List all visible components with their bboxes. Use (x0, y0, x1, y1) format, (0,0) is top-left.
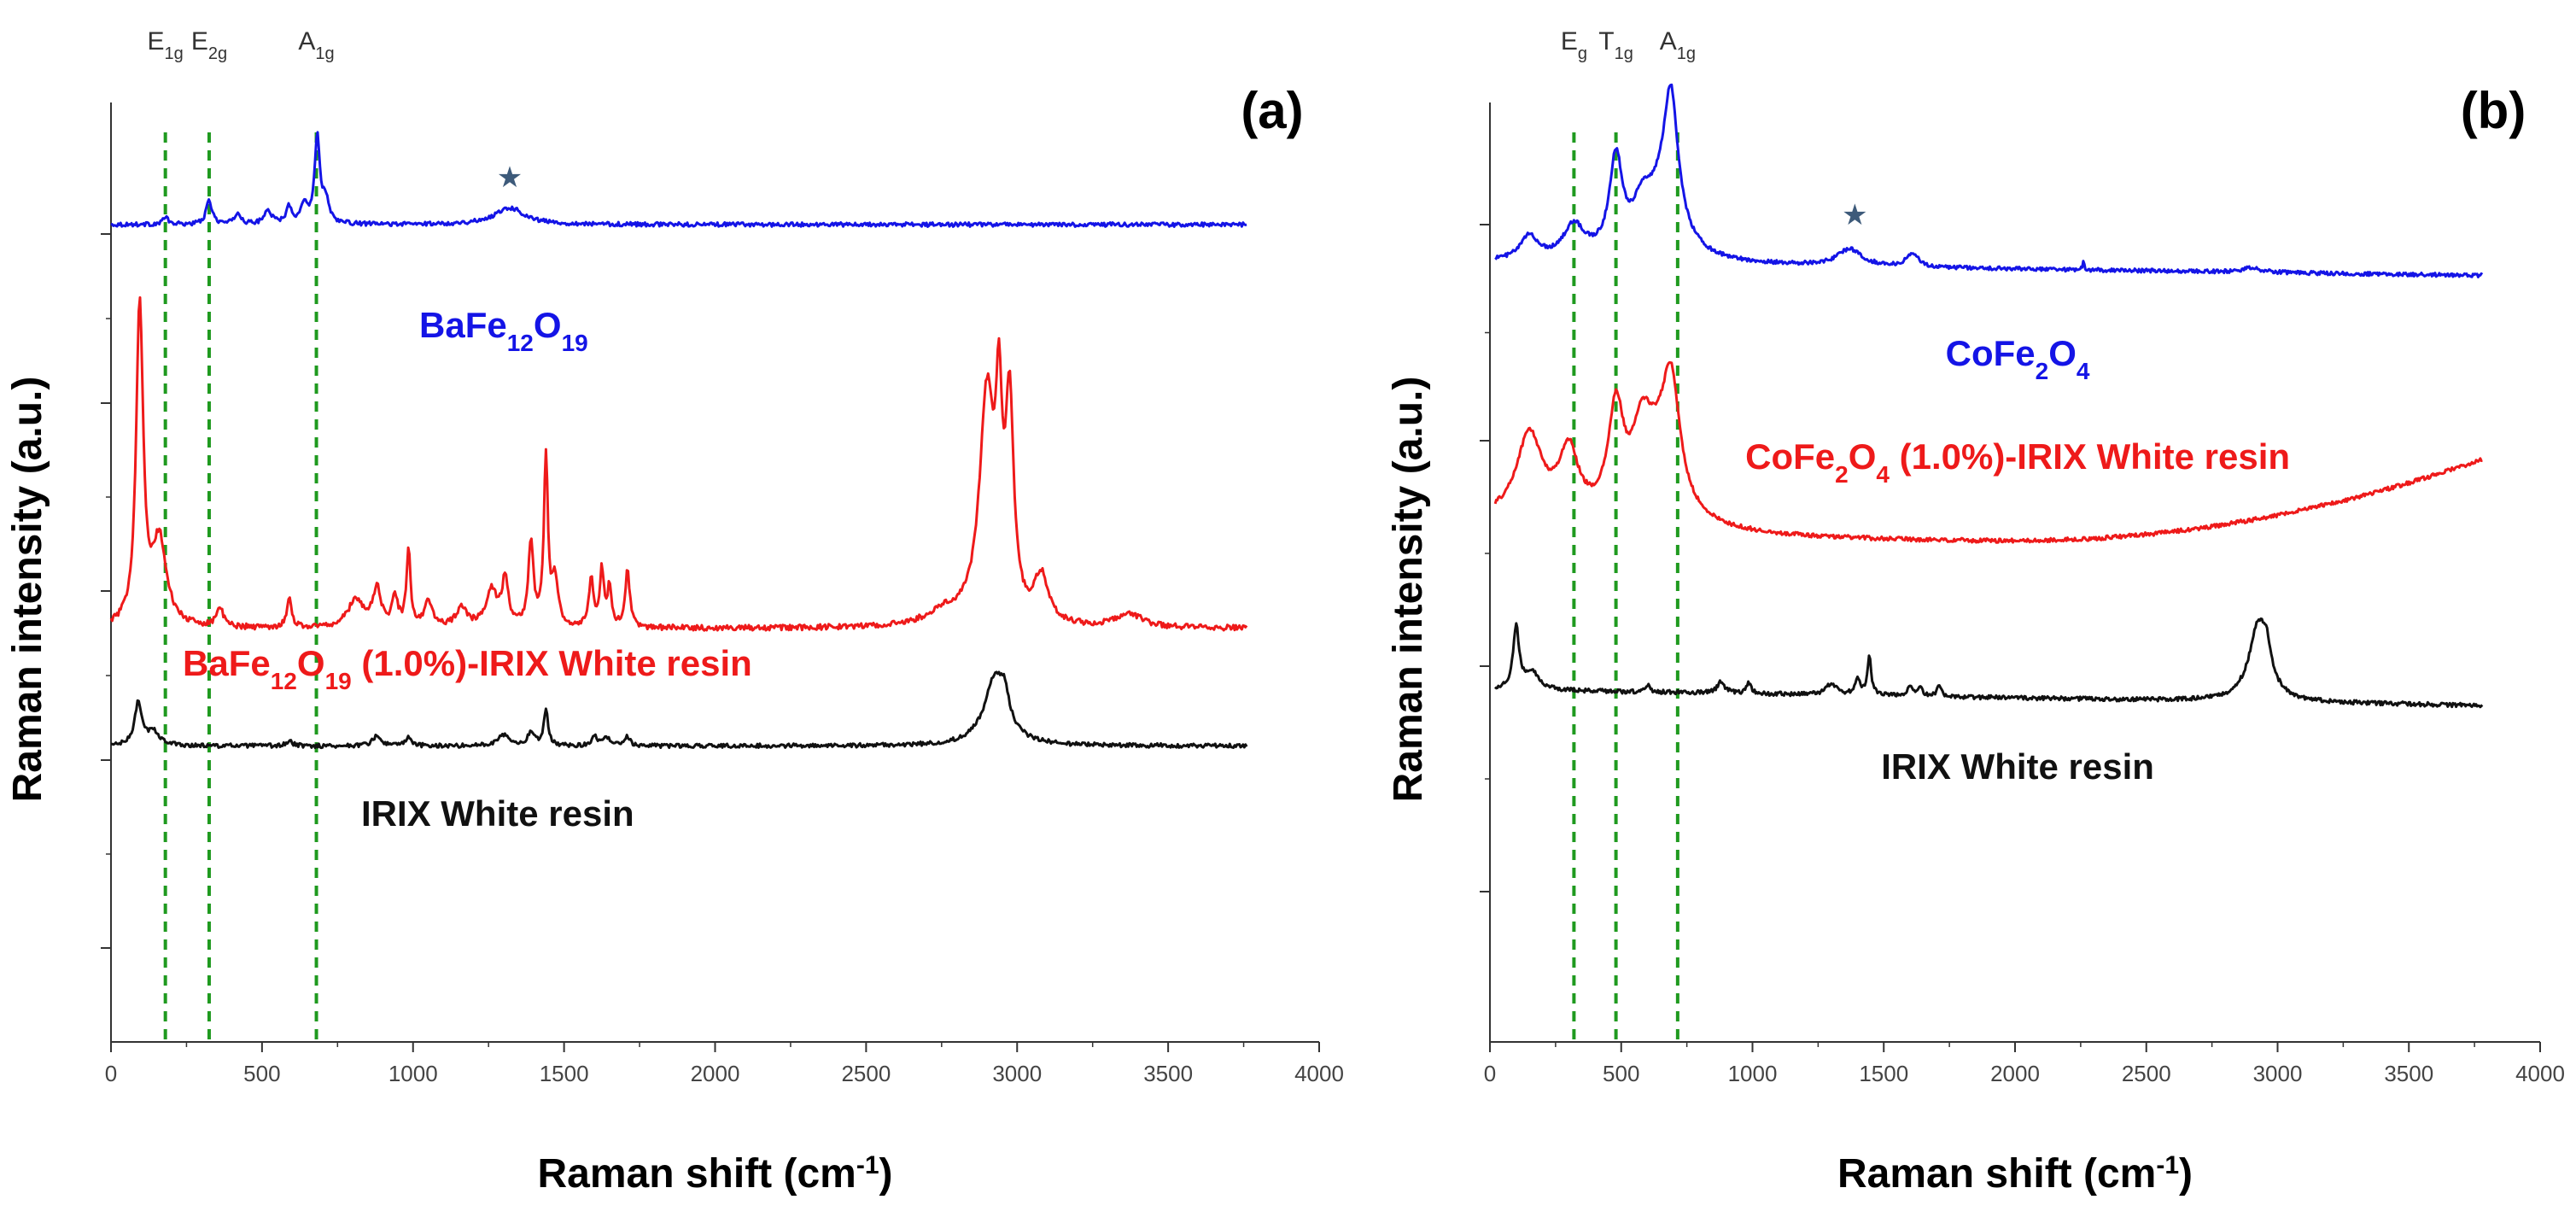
spectrum-line (1493, 360, 2483, 544)
panel-b: 0 500 1000 1500 2000 2500 3000 3500 4000 Raman sh… (1386, 27, 2565, 1197)
x-tick-label: 3000 (2253, 1061, 2303, 1086)
spectrum-line (1493, 617, 2484, 709)
x-tick-label: 1500 (540, 1061, 589, 1086)
mode-label: E2g (191, 27, 227, 63)
y-axis-label: Raman intensity (a.u.) (5, 377, 50, 803)
series-label: IRIX White resin (361, 793, 634, 834)
series-label: IRIX White resin (1881, 746, 2154, 787)
x-tick-label: 3500 (2384, 1061, 2433, 1086)
star-marker: ★ (1842, 199, 1867, 231)
x-tick-label: 0 (105, 1061, 117, 1086)
panel-letter: (a) (1241, 82, 1303, 139)
mode-label: E1g (148, 27, 184, 63)
x-tick-label: 1500 (1859, 1061, 1908, 1086)
spectrum-line (110, 670, 1248, 750)
mode-label: Eg (1561, 27, 1587, 63)
x-tick-label: 0 (1484, 1061, 1496, 1086)
spectrum-line (109, 296, 1248, 632)
series-label: CoFe2O4 (1.0%)-IRIX White resin (1745, 436, 2290, 488)
x-tick-label: 3000 (992, 1061, 1042, 1086)
x-tick-label: 3500 (1143, 1061, 1193, 1086)
series-label: BaFe12O19 (1.0%)-IRIX White resin (183, 643, 752, 694)
y-axis-label: Raman intensity (a.u.) (1386, 377, 1431, 803)
star-marker: ★ (497, 161, 523, 194)
mode-label: A1g (298, 27, 334, 63)
mode-label: T1g (1598, 27, 1633, 63)
spectrum-line (110, 131, 1247, 228)
x-tick-label: 4000 (2515, 1061, 2565, 1086)
mode-label: A1g (1660, 27, 1696, 63)
x-tick-label: 1000 (388, 1061, 438, 1086)
x-tick-label: 2500 (2122, 1061, 2171, 1086)
panel-a: 0 500 1000 1500 2000 2500 3000 3500 4000 Raman sh… (5, 27, 1344, 1197)
x-tick-label: 2500 (841, 1061, 891, 1086)
panel-letter: (b) (2461, 82, 2526, 139)
x-tick-label: 2000 (1990, 1061, 2040, 1086)
series-label: BaFe12O19 (419, 305, 588, 356)
x-axis-label: Raman shift (cm-1) (537, 1151, 892, 1197)
x-tick-label: 500 (1603, 1061, 1639, 1086)
x-axis-label: Raman shift (cm-1) (1837, 1151, 2193, 1197)
x-tick-label: 4000 (1294, 1061, 1344, 1086)
series-label: CoFe2O4 (1946, 333, 2090, 384)
spectrum-line (1494, 83, 2484, 278)
x-tick-label: 2000 (691, 1061, 740, 1086)
x-tick-label: 500 (243, 1061, 280, 1086)
x-tick-label: 1000 (1728, 1061, 1778, 1086)
